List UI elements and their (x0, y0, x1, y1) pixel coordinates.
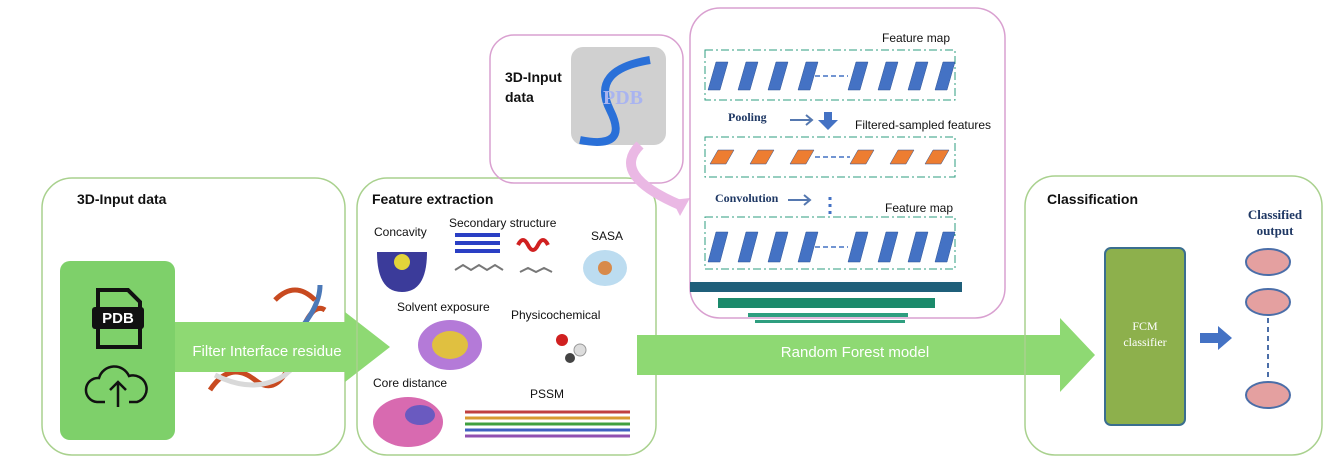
output-label: Classified (1248, 207, 1303, 222)
feature-map-box (704, 49, 956, 101)
cnn-panel (689, 7, 1006, 319)
pdb-panel-title: 3D-Input (505, 69, 562, 85)
cell (847, 231, 869, 263)
pdb-panel (489, 34, 684, 184)
secondary-structure-image (454, 263, 553, 274)
feature-map-label: Feature map (882, 31, 950, 45)
feature-title: Feature extraction (372, 191, 493, 207)
cell (789, 149, 815, 165)
pdb-logo-label: PDB (603, 87, 643, 109)
cell (847, 61, 869, 91)
layer-bar (748, 313, 908, 317)
layer-bar (755, 320, 905, 323)
pdb-curved-arrow-head (672, 198, 690, 216)
filtered-box (704, 136, 956, 178)
pdb-icon-label: PDB (102, 310, 134, 327)
model-arrow-label: Random Forest model (781, 344, 929, 361)
cell (907, 61, 929, 91)
convolution-arrow (788, 194, 812, 206)
input-tile (60, 261, 175, 440)
upload-icon (84, 365, 148, 407)
cell (737, 61, 759, 91)
filter-arrow (175, 312, 390, 382)
feature-label: Secondary structure (449, 216, 557, 230)
cell (767, 61, 789, 91)
feature-label: SASA (591, 229, 623, 243)
pooling-label: Pooling (728, 110, 767, 124)
cell (849, 149, 875, 165)
fcm-label: classifier (1123, 335, 1166, 349)
cell (924, 149, 950, 165)
cell (797, 61, 819, 91)
physchem-image (556, 334, 587, 363)
cell (877, 61, 899, 91)
core-image (373, 397, 443, 447)
layer-bar (690, 282, 962, 292)
cell (749, 149, 775, 165)
cell (934, 61, 956, 91)
core-image (405, 405, 435, 425)
pdb-logo-tile (571, 47, 666, 145)
concavity-image (377, 252, 427, 292)
fcm-label: FCM (1132, 319, 1158, 333)
cell (797, 231, 819, 263)
feature-map-label: Feature map (885, 201, 953, 215)
feature-label: Concavity (374, 225, 427, 239)
sasa-image (598, 261, 612, 275)
input-title: 3D-Input data (77, 191, 167, 207)
feature-map-box (704, 216, 956, 270)
secondary-structure-image (455, 233, 500, 253)
filter-arrow-label: Filter Interface residue (192, 343, 341, 360)
cell (707, 231, 729, 263)
output-node (1245, 288, 1291, 316)
feature-label: Solvent exposure (397, 300, 490, 314)
cell (889, 149, 915, 165)
feature-label: Physicochemical (511, 308, 600, 322)
convolution-label: Convolution (715, 191, 779, 205)
pooling-arrow (790, 114, 814, 126)
feature-label: PSSM (530, 387, 564, 401)
feature-panel (356, 177, 657, 456)
secondary-structure-image (516, 238, 550, 252)
model-arrow (637, 318, 1095, 392)
feature-label: Core distance (373, 376, 447, 390)
layer-bar (718, 298, 935, 308)
concavity-image (394, 254, 410, 270)
output-label: output (1257, 223, 1295, 238)
classification-title: Classification (1047, 191, 1138, 207)
filtered-label: Filtered-sampled features (855, 118, 991, 132)
cell (707, 61, 729, 91)
cell (737, 231, 759, 263)
pdb-logo (579, 56, 651, 146)
cnn-cells (707, 61, 956, 263)
cell (934, 231, 956, 263)
output-node (1245, 248, 1291, 276)
pssm-image (465, 410, 630, 438)
pdb-file-icon: PDB (92, 288, 144, 349)
cell (767, 231, 789, 263)
fcm-box (1104, 247, 1186, 426)
solvent-image (432, 331, 468, 359)
cell (877, 231, 899, 263)
classification-panel (1024, 175, 1323, 456)
pdb-panel-title: data (505, 89, 534, 105)
pooling-down-arrow (818, 112, 838, 130)
pdb-curved-arrow (626, 141, 682, 210)
cell (907, 231, 929, 263)
classifier-arrow (1200, 326, 1232, 350)
cell (709, 149, 735, 165)
output-node (1245, 381, 1291, 409)
